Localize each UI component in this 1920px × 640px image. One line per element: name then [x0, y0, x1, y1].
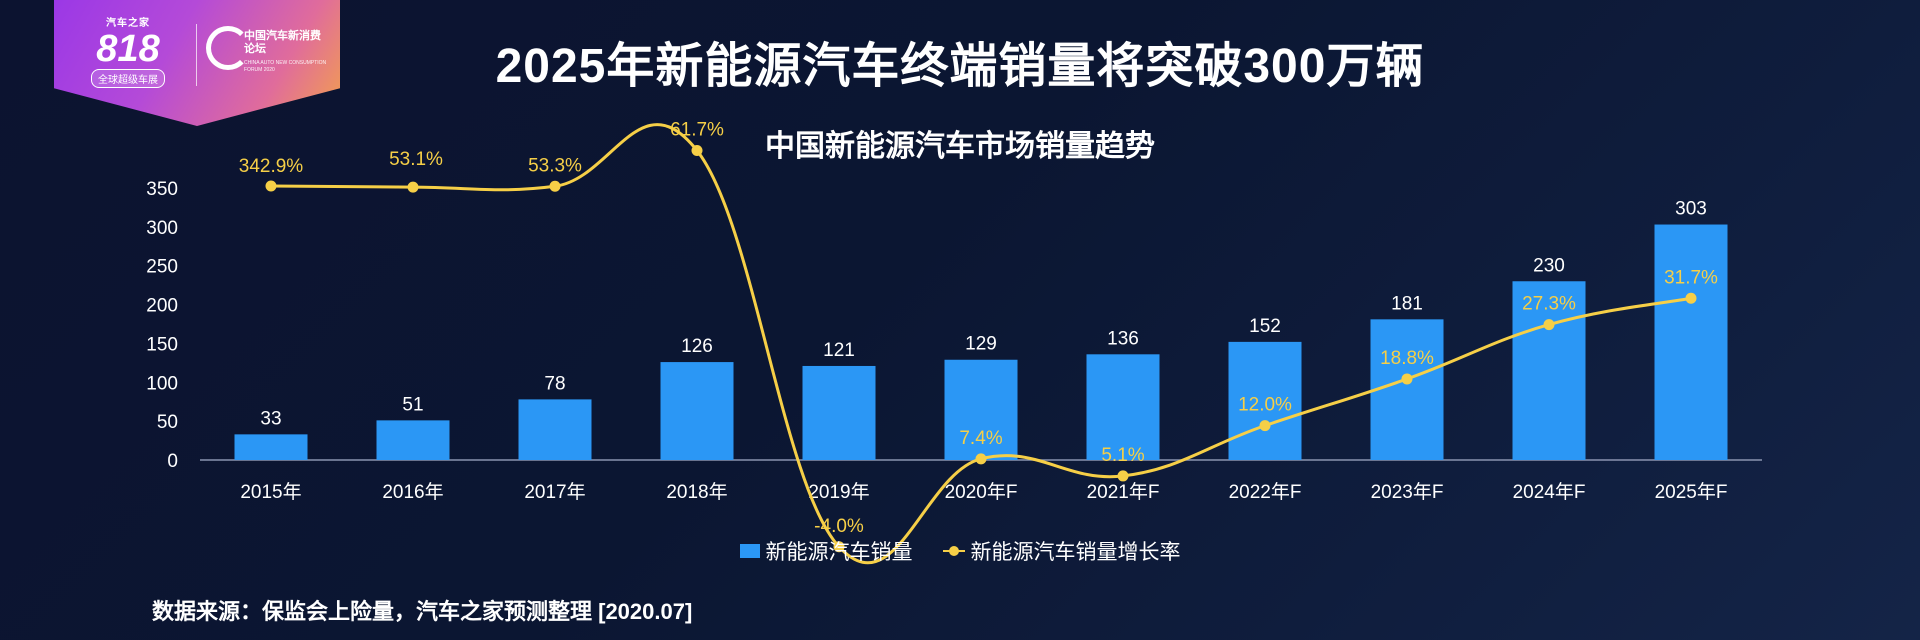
growth-rate-label: 27.3% [1522, 294, 1576, 315]
chart-legend: 新能源汽车销量 新能源汽车销量增长率 [0, 536, 1920, 566]
x-tick-label: 2024年F [1513, 481, 1586, 503]
growth-rate-label: 31.7% [1664, 267, 1718, 288]
bar-value-label: 152 [1249, 316, 1281, 337]
growth-rate-point [1117, 470, 1129, 482]
logo-top-text: 汽车之家 [106, 18, 150, 29]
page-title: 2025年新能源汽车终端销量将突破300万辆 [495, 40, 1425, 93]
growth-rate-label: -4.0% [814, 516, 864, 537]
growth-rate-label: 12.0% [1238, 395, 1292, 416]
y-tick-label: 0 [167, 451, 178, 472]
x-tick-label: 2022年F [1229, 481, 1302, 503]
y-tick-label: 100 [146, 373, 178, 394]
growth-rate-label: 342.9% [239, 156, 304, 177]
growth-rate-point [407, 181, 419, 193]
forum-english-title: CHINA AUTO NEW CONSUMPTION FORUM 2020 [244, 60, 327, 73]
bar-value-label: 181 [1391, 293, 1423, 314]
growth-rate-point [1259, 420, 1271, 432]
x-tick-label: 2016年 [382, 481, 443, 503]
forum-title: 中国汽车新消费论坛 [244, 30, 321, 55]
bar-value-label: 126 [681, 336, 713, 357]
legend-line-swatch [942, 544, 965, 558]
bar-value-label: 230 [1533, 255, 1565, 276]
legend-item-growth: 新能源汽车销量增长率 [942, 536, 1181, 566]
growth-rate-label: 18.8% [1380, 348, 1434, 369]
logo-divider [196, 24, 197, 86]
growth-rate-point [1685, 292, 1697, 304]
y-tick-label: 200 [146, 296, 178, 317]
sales-bar [234, 434, 308, 460]
bar-value-label: 78 [544, 373, 565, 394]
x-tick-label: 2018年 [666, 481, 727, 503]
x-tick-label: 2015年 [240, 481, 301, 503]
sales-bar [660, 362, 734, 460]
sales-bar [518, 399, 592, 460]
sales-bar [1086, 354, 1160, 460]
growth-rate-point [549, 180, 561, 192]
bar-value-label: 33 [260, 408, 281, 429]
x-tick-label: 2019年 [808, 481, 869, 503]
growth-rate-label: 53.3% [528, 155, 582, 176]
bar-value-label: 136 [1107, 328, 1139, 349]
sales-bar [1654, 224, 1728, 460]
forum-c-icon [206, 26, 250, 70]
bar-value-label: 303 [1675, 199, 1707, 220]
y-tick-label: 250 [146, 257, 178, 278]
x-tick-label: 2025年F [1655, 481, 1728, 503]
x-tick-label: 2020年F [945, 481, 1018, 503]
y-tick-label: 150 [146, 334, 178, 355]
y-tick-label: 300 [146, 218, 178, 239]
sales-bar [1228, 341, 1302, 460]
legend-label-sales: 新能源汽车销量 [765, 541, 913, 564]
source-note: 数据来源：保监会上险量，汽车之家预测整理 [2020.07] [152, 599, 693, 624]
x-tick-label: 2021年F [1087, 481, 1160, 503]
sales-bar [376, 420, 450, 460]
growth-rate-point [691, 145, 703, 157]
sales-bar [1512, 281, 1586, 460]
logo-818: 汽车之家 818 全球超级车展 [68, 14, 188, 88]
logo-number: 818 [96, 28, 160, 70]
chart-title: 中国新能源汽车市场销量趋势 [765, 130, 1155, 163]
bar-value-label: 121 [823, 340, 855, 361]
legend-item-sales: 新能源汽车销量 [739, 536, 913, 566]
growth-rate-point [833, 541, 845, 553]
y-tick-label: 50 [157, 412, 178, 433]
growth-rate-label: 61.7% [670, 120, 724, 141]
sales-bar [1370, 319, 1444, 460]
growth-rate-point [975, 453, 987, 465]
growth-rate-point [265, 180, 277, 192]
x-tick-label: 2023年F [1371, 481, 1444, 503]
logo-subtitle: 全球超级车展 [91, 69, 165, 88]
legend-bar-swatch [739, 544, 760, 558]
bar-value-label: 129 [965, 334, 997, 355]
legend-label-growth: 新能源汽车销量增长率 [970, 541, 1181, 564]
sales-bar [802, 365, 876, 460]
sales-bar [944, 359, 1018, 460]
growth-rate-point [1401, 373, 1413, 385]
bar-value-label: 51 [402, 394, 423, 415]
growth-rate-label: 53.1% [389, 149, 443, 170]
x-tick-label: 2017年 [524, 481, 585, 503]
y-tick-label: 350 [146, 179, 178, 200]
growth-rate-label: 5.1% [1101, 445, 1144, 466]
growth-rate-label: 7.4% [959, 428, 1002, 449]
growth-rate-point [1543, 319, 1555, 331]
forum-logo: 中国汽车新消费论坛 CHINA AUTO NEW CONSUMPTION FOR… [206, 24, 326, 90]
